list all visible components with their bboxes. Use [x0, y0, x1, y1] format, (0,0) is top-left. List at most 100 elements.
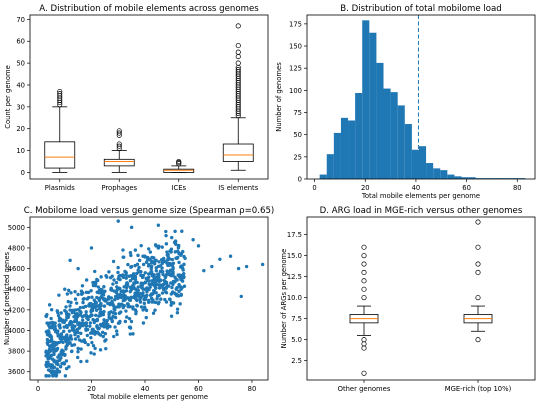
panel-c-scatter: C. Mobilome load versus genome size (Spe…	[3, 206, 274, 401]
outlier-point	[475, 337, 481, 343]
scatter-point	[180, 285, 184, 290]
scatter-point	[170, 270, 174, 274]
scatter-point	[116, 265, 120, 270]
y-tick-label: 4400	[8, 286, 25, 294]
scatter-point	[131, 307, 135, 311]
x-tick-label: 40	[412, 184, 421, 192]
scatter-point	[131, 272, 136, 276]
scatter-point	[142, 301, 147, 306]
outlier-point	[361, 261, 367, 267]
scatter-point	[145, 293, 149, 298]
scatter-point	[164, 229, 168, 234]
histogram-bar	[475, 178, 483, 179]
scatter-point	[70, 349, 74, 353]
scatter-point	[58, 358, 62, 362]
scatter-point	[106, 301, 110, 306]
outlier-point	[475, 244, 481, 250]
panel-d-boxplot: D. ARG load in MGE-rich versus other gen…	[280, 206, 536, 393]
scatter-point	[81, 322, 85, 326]
scatter-point	[177, 251, 181, 256]
scatter-point	[79, 331, 83, 336]
outlier-point	[361, 370, 367, 376]
histogram-bar	[426, 163, 434, 179]
scatter-point	[164, 233, 168, 238]
scatter-point	[158, 278, 162, 282]
scatter-point	[112, 307, 116, 311]
scatter-point	[168, 249, 172, 253]
scatter-point	[73, 337, 78, 341]
scatter-point	[63, 287, 67, 291]
scatter-point	[180, 279, 185, 283]
outlier-point	[235, 23, 241, 29]
scatter-point	[129, 319, 134, 324]
scatter-point	[85, 359, 89, 363]
scatter-point	[134, 309, 138, 314]
scatter-point	[89, 246, 94, 250]
scatter-point	[164, 291, 169, 295]
scatter-point	[158, 286, 162, 290]
scatter-point	[115, 288, 119, 292]
scatter-point	[75, 355, 80, 360]
y-tick-label: 5.0	[291, 336, 302, 344]
y-axis-label: Number of predicted genes	[3, 251, 11, 345]
scatter-point	[63, 352, 67, 357]
scatter-point	[135, 304, 139, 308]
scatter-point	[48, 354, 53, 358]
scatter-point	[55, 346, 60, 351]
scatter-point	[228, 254, 233, 258]
scatter-point	[136, 285, 140, 289]
scatter-point	[89, 335, 93, 340]
y-tick-label: 5000	[8, 224, 25, 232]
scatter-point	[239, 294, 243, 299]
scatter-point	[94, 308, 99, 312]
scatter-point	[64, 345, 68, 349]
scatter-point	[127, 298, 132, 302]
scatter-point	[121, 248, 125, 252]
y-tick-label: 50	[16, 60, 25, 68]
scatter-point	[131, 332, 135, 336]
scatter-point	[61, 335, 65, 340]
scatter-point	[103, 331, 108, 336]
outlier-point	[475, 269, 481, 276]
scatter-point	[143, 255, 147, 259]
scatter-point	[69, 291, 73, 295]
scatter-point	[177, 273, 182, 277]
scatter-point	[124, 273, 128, 277]
scatter-point	[74, 314, 78, 318]
scatter-point	[88, 324, 92, 328]
scatter-point	[112, 278, 116, 282]
scatter-point	[70, 343, 74, 348]
scatter-point	[84, 290, 89, 295]
scatter-point	[175, 307, 180, 311]
scatter-point	[49, 343, 54, 347]
chart-title: C. Mobilome load versus genome size (Spe…	[24, 206, 275, 216]
scatter-point	[116, 270, 120, 275]
scatter-point	[121, 298, 125, 303]
scatter-point	[166, 272, 171, 276]
y-tick-label: 10	[16, 147, 25, 155]
scatter-point	[60, 348, 64, 352]
y-tick-label: 25	[293, 153, 302, 161]
scatter-point	[174, 242, 178, 246]
scatter-point	[71, 323, 75, 328]
histogram-bar	[333, 132, 341, 179]
scatter-point	[75, 327, 79, 332]
y-tick-label: 100	[289, 87, 302, 95]
scatter-point	[180, 266, 184, 270]
scatter-point	[81, 300, 85, 305]
histogram-bar	[518, 178, 526, 179]
scatter-point	[103, 339, 107, 343]
scatter-point	[86, 343, 90, 347]
chart-title: B. Distribution of total mobilome load	[340, 4, 502, 14]
x-tick-label: 60	[462, 184, 471, 192]
scatter-point	[48, 348, 53, 353]
scatter-point	[148, 285, 152, 289]
scatter-point	[75, 330, 80, 335]
scatter-point	[196, 244, 201, 248]
scatter-point	[68, 319, 73, 324]
scatter-point	[115, 293, 120, 297]
scatter-point	[69, 337, 74, 341]
histogram-bar	[447, 174, 455, 179]
scatter-point	[159, 257, 164, 262]
scatter-point	[128, 279, 133, 283]
